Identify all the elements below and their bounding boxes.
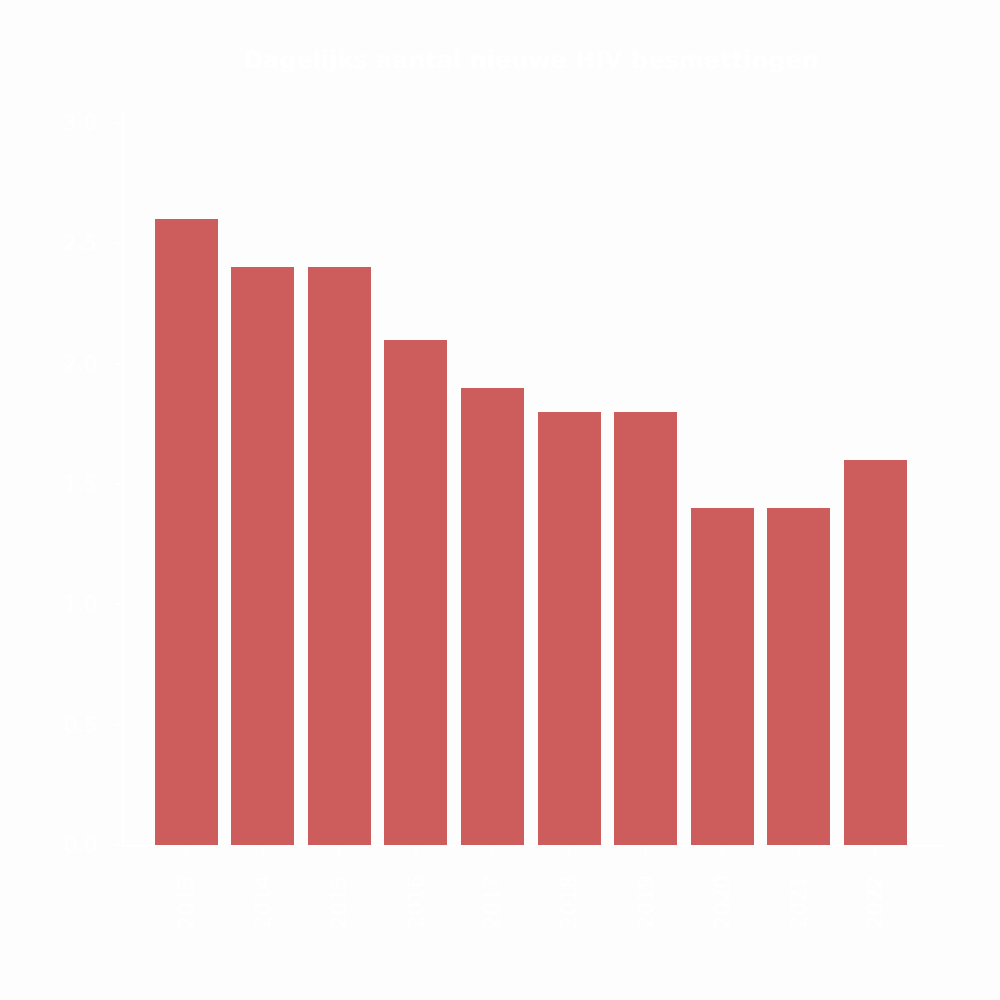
x-axis-tick-mark [874, 847, 877, 854]
y-axis-tick-label: 0.5 [63, 712, 97, 737]
x-axis-tick-mark [568, 847, 570, 854]
y-axis-tick-mark [115, 603, 122, 606]
x-axis-tick-mark [797, 847, 800, 854]
bar-2015 [307, 267, 371, 845]
bar-2014 [231, 267, 295, 845]
y-axis-tick-mark [115, 121, 122, 124]
y-axis-tick-mark [115, 723, 122, 726]
y-axis-tick-label: 2.5 [63, 231, 97, 256]
x-axis-tick-label: 2017 [480, 875, 505, 929]
bar-2019 [614, 411, 678, 845]
bar-2022 [843, 459, 907, 845]
x-axis-tick-label: 2018 [557, 875, 581, 929]
y-axis-tick-label: 2.0 [63, 351, 97, 376]
bar-2016 [384, 339, 448, 845]
bar-2020 [690, 508, 754, 845]
y-axis-spine [122, 110, 124, 845]
x-axis-tick-mark [491, 847, 494, 854]
x-axis-tick-mark [338, 847, 341, 854]
chart-title: Dagelijks aantal nieuwe HIV besmettingen [243, 46, 819, 74]
x-axis-tick-label: 2019 [633, 875, 658, 929]
x-axis-tick-label: 2020 [710, 875, 735, 929]
x-axis-tick-label: 2013 [174, 875, 198, 929]
y-axis-tick-mark [115, 844, 122, 846]
x-axis-tick-mark [721, 847, 724, 854]
bar-2017 [460, 387, 524, 845]
y-axis-tick-mark [115, 242, 122, 245]
x-axis-tick-label: 2016 [403, 875, 428, 929]
x-axis-tick-label: 2014 [250, 875, 275, 929]
x-axis-tick-label: 2022 [863, 875, 888, 929]
y-axis-tick-label: 1.0 [63, 592, 97, 617]
x-axis-tick-mark [644, 847, 647, 854]
x-axis-tick-label: 2021 [786, 875, 811, 929]
x-axis-tick-mark [185, 847, 187, 854]
x-axis-spine [122, 845, 943, 847]
bar-2018 [537, 411, 601, 845]
x-axis-tick-label: 2015 [327, 875, 352, 929]
y-axis-tick-label: 1.5 [63, 471, 97, 496]
bar-2021 [767, 508, 831, 845]
y-axis-tick-mark [115, 362, 122, 365]
y-axis-tick-label: 0.0 [63, 833, 97, 857]
x-axis-tick-mark [414, 847, 417, 854]
y-axis-tick-label: 3.0 [63, 110, 97, 135]
x-axis-tick-mark [261, 847, 264, 854]
y-axis-tick-mark [115, 482, 122, 485]
bar-2013 [154, 219, 218, 845]
